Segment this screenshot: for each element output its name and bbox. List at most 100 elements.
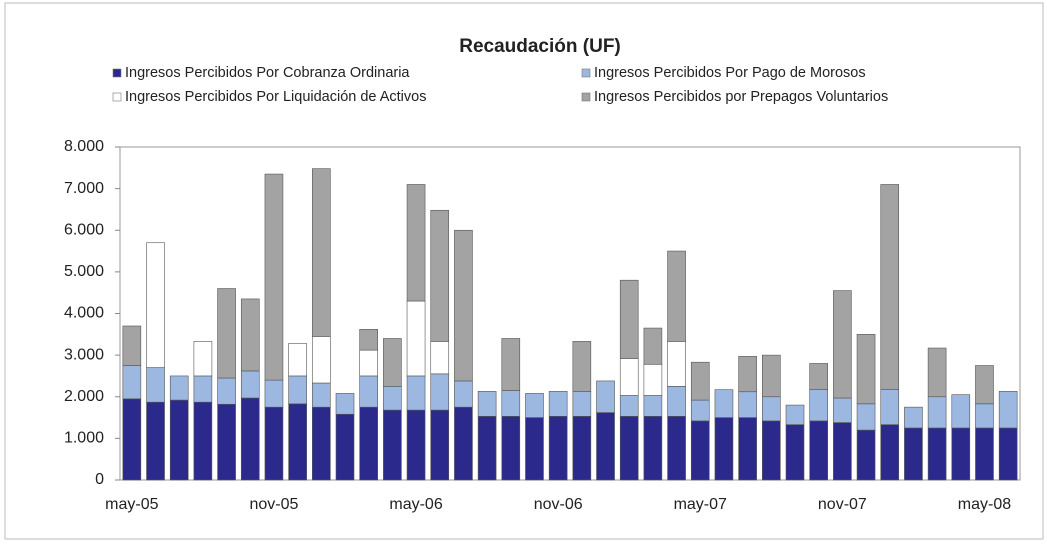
y-tick-label: 2.000 (64, 388, 104, 405)
bar-segment (667, 386, 686, 417)
bar-segment (643, 416, 663, 481)
bar-segment (264, 406, 284, 481)
bar-segment (122, 365, 142, 400)
legend-swatch (581, 68, 591, 78)
bar-segment (975, 365, 994, 405)
bar-segment (217, 403, 236, 481)
bar-segment (359, 349, 378, 377)
bar-segment (430, 373, 450, 411)
bar-segment (833, 290, 852, 399)
bar-segment (477, 391, 497, 417)
bar-segment (951, 427, 971, 481)
bar-segment (975, 427, 994, 481)
bar-segment (264, 379, 284, 408)
x-tick-label: nov-06 (534, 496, 583, 513)
y-tick-label: 6.000 (64, 221, 104, 238)
legend-label: Ingresos Percibidos por Prepagos Volunta… (594, 89, 888, 105)
bar-segment (477, 416, 497, 481)
bar-segment (785, 424, 805, 481)
bar-segment (335, 393, 355, 415)
bar-segment (643, 327, 663, 365)
bar-segment (406, 184, 426, 302)
bar-segment (762, 420, 781, 481)
bar-segment (690, 420, 710, 481)
bar-segment (809, 363, 828, 390)
bar-segment (880, 424, 900, 481)
bar-segment (596, 380, 615, 413)
bar-segment (240, 397, 260, 481)
bar-segment (809, 420, 828, 481)
bar-segment (288, 343, 307, 377)
bar-segment (856, 429, 876, 481)
bar-segment (714, 417, 734, 481)
bar-segment (525, 417, 544, 481)
chart-title: Recaudación (UF) (459, 36, 621, 57)
bar-segment (359, 406, 378, 481)
bar-segment (430, 341, 450, 375)
bar-segment (833, 397, 852, 423)
bar-segment (146, 401, 165, 481)
bar-segment (809, 389, 828, 422)
bar-segment (643, 363, 663, 396)
bar-segment (312, 168, 331, 337)
bar-segment (690, 361, 710, 401)
bar-segment (785, 404, 805, 425)
bar-segment (288, 403, 307, 481)
bar-segment (383, 386, 402, 411)
bar-segment (738, 391, 757, 418)
bar-segment (998, 391, 1018, 429)
x-tick-label: nov-07 (818, 496, 867, 513)
y-tick-label: 8.000 (64, 138, 104, 155)
bar-segment (169, 375, 189, 401)
bar-segment (406, 409, 426, 481)
bar-segment (596, 412, 615, 481)
bar-segment (548, 391, 568, 417)
bar-segment (383, 338, 402, 387)
bar-segment (312, 336, 331, 384)
bar-segment (880, 389, 900, 425)
bar-segment (619, 416, 639, 481)
bar-segment (856, 403, 876, 431)
bar-segment (193, 375, 213, 403)
bar-segment (217, 377, 236, 405)
bar-segment (762, 396, 781, 422)
bar-segment (122, 325, 142, 366)
bar-segment (122, 398, 142, 481)
bar-segment (856, 334, 876, 405)
bar-segment (217, 288, 236, 379)
legend-swatch (112, 92, 122, 102)
bar-segment (667, 250, 686, 342)
legend-label: Ingresos Percibidos Por Cobranza Ordinar… (125, 65, 410, 81)
x-tick-label: may-08 (958, 496, 1011, 513)
bar-segment (572, 341, 592, 392)
legend-label: Ingresos Percibidos Por Liquidación de A… (125, 89, 426, 105)
legend-swatch (112, 68, 122, 78)
bar-segment (454, 229, 473, 382)
y-tick-label: 0 (95, 471, 104, 488)
bar-segment (738, 356, 757, 393)
bar-segment (548, 416, 568, 481)
legend-label: Ingresos Percibidos Por Pago de Morosos (594, 65, 866, 81)
bar-segment (359, 329, 378, 351)
y-tick-label: 7.000 (64, 180, 104, 197)
bar-segment (193, 401, 213, 481)
bar-segment (312, 382, 331, 408)
bar-segment (525, 393, 544, 418)
y-tick-label: 1.000 (64, 430, 104, 447)
bar-segment (619, 279, 639, 359)
bar-segment (762, 354, 781, 398)
bar-segment (454, 406, 473, 481)
bar-segment (264, 173, 284, 381)
bar-segment (880, 184, 900, 390)
bar-segment (501, 390, 521, 417)
bar-segment (667, 341, 686, 387)
bar-segment (927, 347, 947, 398)
bar-segment (619, 358, 639, 396)
bar-segment (312, 406, 331, 481)
bar-segment (406, 300, 426, 377)
bar-segment (146, 367, 165, 403)
bar-segment (359, 375, 378, 408)
bar-segment (383, 409, 402, 481)
bar-segment (406, 375, 426, 411)
